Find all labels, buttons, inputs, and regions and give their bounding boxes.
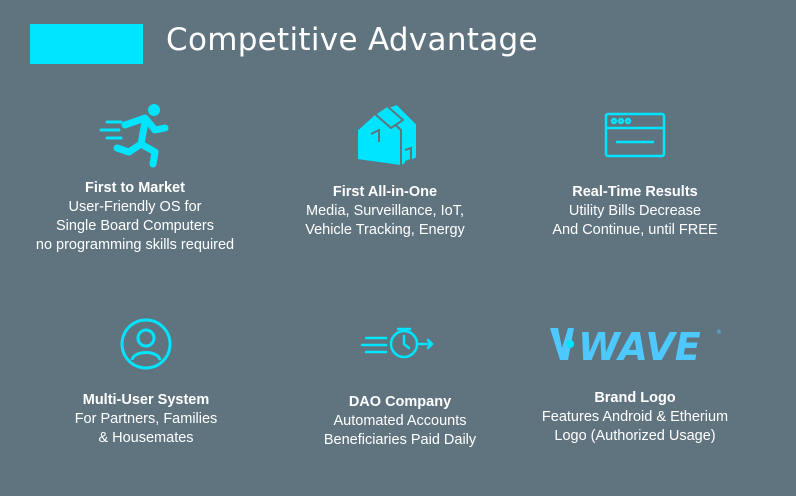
card-heading: Multi-User System bbox=[82, 392, 210, 408]
card-heading: Real-Time Results bbox=[572, 184, 698, 200]
card-text-line: Automated Accounts bbox=[333, 413, 467, 429]
card-heading: DAO Company bbox=[348, 394, 452, 410]
logo-wordmark: WAVE bbox=[578, 325, 701, 366]
card-text-line: & Housemates bbox=[98, 430, 194, 446]
user-profile-icon bbox=[120, 318, 172, 370]
card-text-line: Media, Surveillance, IoT, bbox=[306, 203, 464, 219]
runner-icon bbox=[99, 104, 169, 168]
card-text-line: Utility Bills Decrease bbox=[568, 203, 702, 219]
card-text-line: Vehicle Tracking, Energy bbox=[305, 222, 465, 238]
svg-text:®: ® bbox=[716, 329, 722, 336]
card-text-line: Features Android & Etherium bbox=[541, 409, 729, 425]
card-text-line: User-Friendly OS for bbox=[68, 199, 202, 215]
card-heading: First to Market bbox=[85, 180, 185, 196]
card-text-line: no programming skills required bbox=[35, 237, 235, 253]
card-brand-logo: WAVE ® Brand Logo Features Android & Eth… bbox=[510, 322, 760, 446]
card-text-line: For Partners, Families bbox=[74, 411, 218, 427]
card-text-line: And Continue, until FREE bbox=[552, 222, 718, 238]
title-accent-bar bbox=[30, 24, 143, 64]
slide-title: Competitive Advantage bbox=[166, 22, 538, 58]
card-first-to-market: First to Market User-Friendly OS for Sin… bbox=[10, 100, 260, 255]
browser-window-icon bbox=[604, 112, 666, 158]
house-icon bbox=[356, 103, 418, 167]
card-text-line: Single Board Computers bbox=[56, 218, 214, 234]
card-heading: Brand Logo bbox=[594, 390, 676, 406]
card-heading: First All-in-One bbox=[332, 184, 438, 200]
card-text-line: Beneficiaries Paid Daily bbox=[323, 432, 477, 448]
card-text-line: Logo (Authorized Usage) bbox=[554, 428, 716, 444]
fast-clock-icon bbox=[360, 327, 434, 359]
wave-brand-logo: WAVE ® bbox=[550, 325, 722, 366]
card-dao-company: DAO Company Automated Accounts Beneficia… bbox=[275, 318, 525, 450]
card-real-time-results: Real-Time Results Utility Bills Decrease… bbox=[510, 100, 760, 240]
card-first-all-in-one: First All-in-One Media, Surveillance, Io… bbox=[260, 100, 510, 240]
card-multi-user-system: Multi-User System For Partners, Families… bbox=[21, 312, 271, 448]
